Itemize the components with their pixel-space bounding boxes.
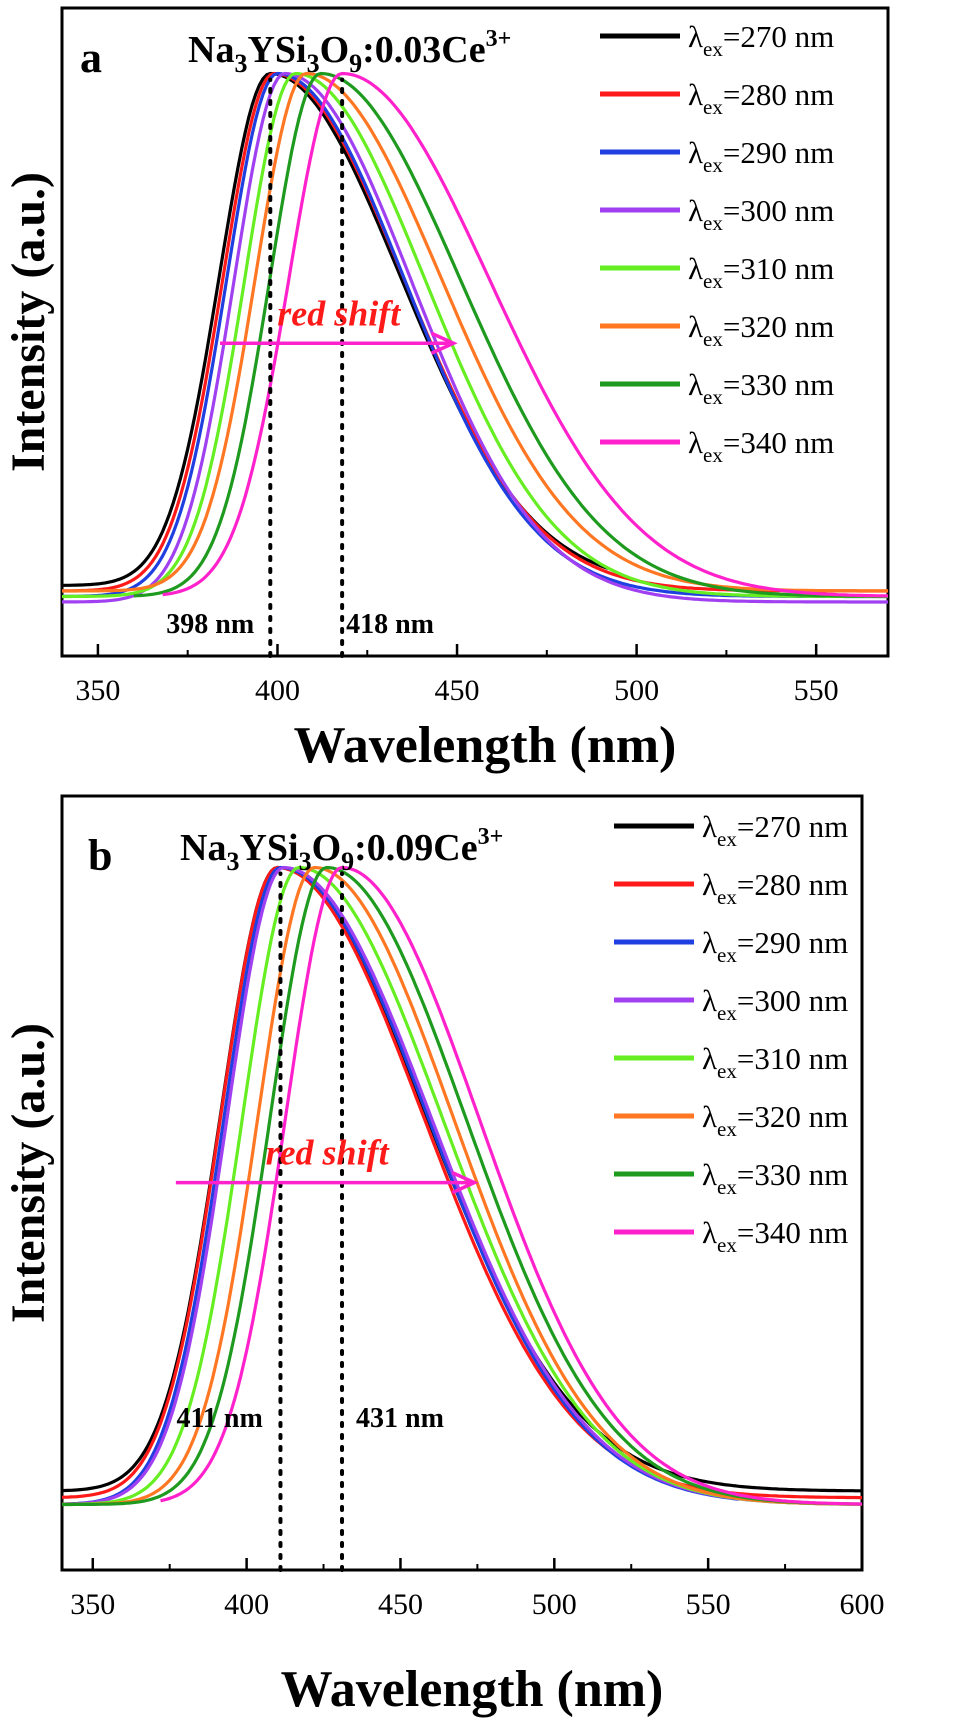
series-line-300 bbox=[62, 71, 888, 604]
x-axis-title: Wavelength (nm) bbox=[281, 1661, 664, 1718]
legend-entry: λex=290 nm bbox=[688, 135, 834, 177]
peak-marker-label: 411 nm bbox=[176, 1403, 262, 1434]
red-shift-annotation: red shift bbox=[277, 293, 401, 333]
legend: λex=270 nm λex=280 nm λex=290 nm λex=300 nm… bbox=[600, 19, 834, 467]
shift-arrow-head bbox=[430, 331, 458, 355]
series-line-310 bbox=[62, 71, 888, 599]
legend-entry: λex=340 nm bbox=[702, 1215, 848, 1257]
legend-entry: λex=300 nm bbox=[688, 193, 834, 235]
series-line-340 bbox=[162, 71, 888, 598]
peak-marker-label: 398 nm bbox=[166, 609, 254, 640]
legend-entry: λex=290 nm bbox=[702, 925, 848, 967]
x-tick-label: 400 bbox=[255, 674, 300, 707]
sample-formula: Na3YSi3O9:0.03Ce3+ bbox=[188, 26, 511, 78]
legend-entry: λex=270 nm bbox=[688, 19, 834, 61]
legend-entry: λex=330 nm bbox=[688, 367, 834, 409]
shift-arrow-head bbox=[451, 1171, 479, 1195]
x-tick-label: 350 bbox=[70, 1588, 115, 1621]
legend-entry: λex=270 nm bbox=[702, 809, 848, 851]
y-axis-title: Intensity (a.u.) bbox=[2, 172, 55, 472]
legend-entry: λex=280 nm bbox=[702, 867, 848, 909]
panel-label: b bbox=[88, 831, 112, 880]
legend-entry: λex=310 nm bbox=[688, 251, 834, 293]
legend-entry: λex=340 nm bbox=[688, 425, 834, 467]
series-line-330 bbox=[62, 865, 863, 1507]
x-tick-label: 400 bbox=[224, 1588, 269, 1621]
panel-a: 350 400 450 500 550 Wavelength (nm) Intensity … bbox=[2, 6, 890, 774]
plot-frame bbox=[60, 794, 864, 1572]
peak-marker-label: 431 nm bbox=[356, 1403, 444, 1434]
x-axis-title: Wavelength (nm) bbox=[294, 717, 677, 774]
legend: λex=270 nm λex=280 nm λex=290 nm λex=300 nm… bbox=[614, 809, 848, 1257]
x-tick-label: 350 bbox=[75, 674, 120, 707]
series-line-320 bbox=[62, 865, 862, 1506]
x-tick-label: 500 bbox=[532, 1588, 577, 1621]
x-tick-label: 450 bbox=[378, 1588, 423, 1621]
sample-formula: Na3YSi3O9:0.09Ce3+ bbox=[180, 824, 503, 876]
series-line-320 bbox=[62, 71, 888, 593]
series-line-340 bbox=[160, 865, 862, 1506]
panel-b: 350 400 450 500 550 600 Wavelength (nm) Intensi… bbox=[2, 794, 885, 1718]
x-tick-label: 550 bbox=[686, 1588, 731, 1621]
legend-entry: λex=330 nm bbox=[702, 1157, 848, 1199]
y-axis-title: Intensity (a.u.) bbox=[2, 1023, 55, 1323]
series-line-290 bbox=[61, 865, 740, 1506]
plot-frame bbox=[60, 6, 890, 658]
peak-marker-label: 418 nm bbox=[346, 609, 434, 640]
x-tick-label: 550 bbox=[794, 674, 839, 707]
legend-entry: λex=320 nm bbox=[702, 1099, 848, 1141]
legend-entry: λex=300 nm bbox=[702, 983, 848, 1025]
legend-entry: λex=310 nm bbox=[702, 1041, 848, 1083]
legend-entry: λex=280 nm bbox=[688, 77, 834, 119]
panel-label: a bbox=[80, 33, 102, 82]
x-tick-label: 600 bbox=[840, 1588, 885, 1621]
x-tick-label: 500 bbox=[614, 674, 659, 707]
red-shift-annotation: red shift bbox=[266, 1133, 390, 1173]
legend-entry: λex=320 nm bbox=[688, 309, 834, 351]
x-tick-label: 450 bbox=[435, 674, 480, 707]
